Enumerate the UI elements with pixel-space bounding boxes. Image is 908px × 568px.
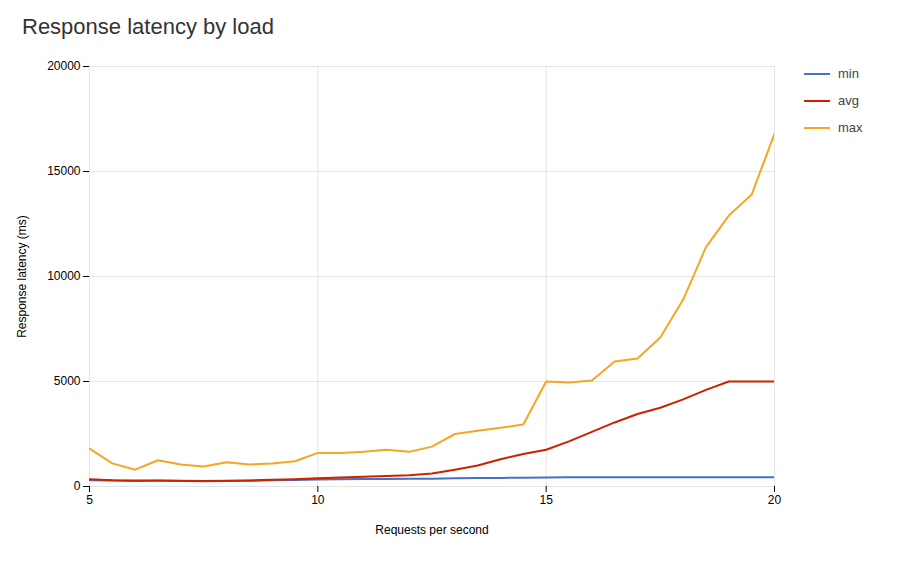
svg-text:Requests per second: Requests per second <box>375 523 488 537</box>
html-text:min: min <box>838 66 859 81</box>
svg-text:5000: 5000 <box>54 374 81 388</box>
svg-text:5: 5 <box>86 493 93 507</box>
svg-text:0: 0 <box>74 479 81 493</box>
svg-text:10: 10 <box>311 493 325 507</box>
html-text:Response latency by load: Response latency by load <box>22 14 274 39</box>
svg-text:15000: 15000 <box>47 164 81 178</box>
svg-text:20: 20 <box>768 493 782 507</box>
html-text:max: max <box>838 120 863 135</box>
svg-text:15: 15 <box>539 493 553 507</box>
svg-text:10000: 10000 <box>47 269 81 283</box>
svg-text:Response latency (ms): Response latency (ms) <box>15 215 29 338</box>
svg-text:20000: 20000 <box>47 59 81 73</box>
html-text:avg: avg <box>838 93 859 108</box>
